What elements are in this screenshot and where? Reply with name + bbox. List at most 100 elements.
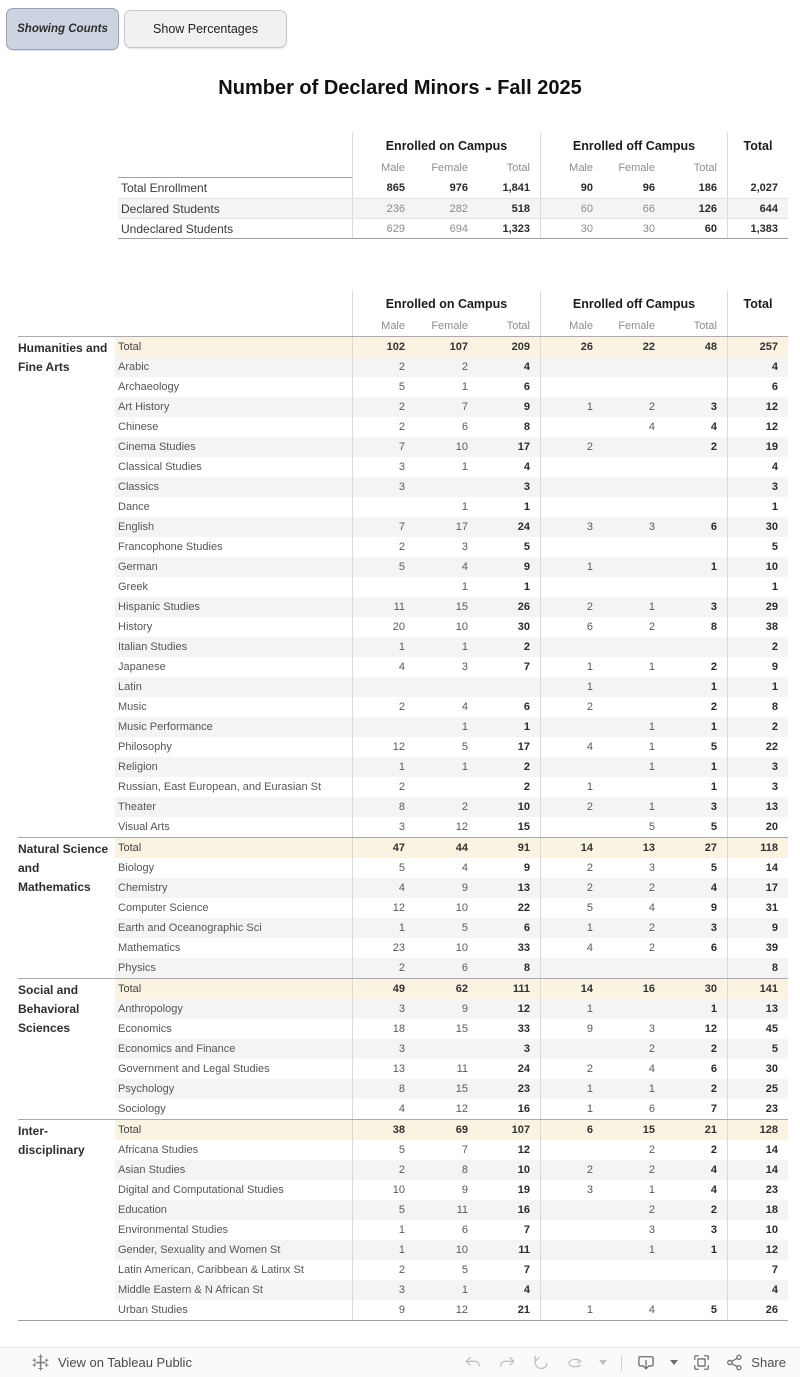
value-cell: 629 xyxy=(352,219,415,238)
value-cell: 2 xyxy=(727,717,788,737)
value-cell: 15 xyxy=(517,821,530,833)
download-icon[interactable] xyxy=(636,1353,656,1373)
value-cell xyxy=(540,497,603,517)
value-cell: 107 xyxy=(511,1124,530,1136)
value-cell: 2 xyxy=(352,397,415,417)
value-cell: 17 xyxy=(455,521,468,533)
minor-name: Cinema Studies xyxy=(118,441,196,453)
value-cell: 257 xyxy=(727,337,788,357)
column-group-header: Enrolled on Campus xyxy=(352,133,540,158)
table-row: Russian, East European, and Eurasian St 2… xyxy=(115,777,788,797)
value-cell: 60 xyxy=(540,199,603,218)
value-cell xyxy=(603,637,665,657)
table-row: Gender, Sexuality and Women St 1 10 11 1 1 12 xyxy=(115,1240,788,1260)
value-cell: 1 xyxy=(540,918,603,938)
value-cell: 12 xyxy=(727,1240,788,1260)
value-cell: 3 xyxy=(352,817,415,837)
value-cell: 30 xyxy=(540,219,603,238)
table-row: Government and Legal Studies 13 11 24 2 4 6 30 xyxy=(115,1059,788,1079)
value-cell: 2 xyxy=(648,1164,655,1176)
table-row: Total 49 62 111 14 16 30 141 xyxy=(115,979,788,999)
value-cell xyxy=(540,457,603,477)
minor-name: Digital and Computational Studies xyxy=(118,1184,284,1196)
value-cell: 5 xyxy=(352,377,415,397)
sub-column-header: Total xyxy=(506,162,530,174)
minor-name: Sociology xyxy=(118,1103,166,1115)
value-cell: 3 xyxy=(523,481,530,493)
value-cell: 12 xyxy=(727,397,788,417)
refresh-icon[interactable] xyxy=(565,1353,585,1373)
value-cell: 23 xyxy=(727,1099,788,1119)
minor-name: Computer Science xyxy=(118,902,209,914)
minor-name: Philosophy xyxy=(118,741,172,753)
value-cell: 30 xyxy=(727,1059,788,1079)
minor-name: English xyxy=(118,521,155,533)
row-label: Declared Students xyxy=(121,201,220,216)
value-cell: 2 xyxy=(710,441,717,453)
value-cell: 1 xyxy=(540,1099,603,1119)
value-cell: 2 xyxy=(727,637,788,657)
tableau-logo-icon xyxy=(32,1354,49,1371)
table-row: Anthropology 3 9 12 1 1 13 xyxy=(115,999,788,1019)
value-cell xyxy=(540,1280,603,1300)
value-cell: 4 xyxy=(352,1099,415,1119)
value-cell: 3 xyxy=(352,1039,415,1059)
table-row: Arabic 2 2 4 4 xyxy=(115,357,788,377)
value-cell: 1 xyxy=(648,1083,655,1095)
value-cell: 3 xyxy=(352,457,415,477)
value-cell: 11 xyxy=(352,597,415,617)
value-cell: 4 xyxy=(727,1280,788,1300)
value-cell: 4 xyxy=(648,1063,655,1075)
table-row: Visual Arts 3 12 15 5 5 20 xyxy=(115,817,788,837)
share-button[interactable]: Share xyxy=(725,1353,786,1372)
value-cell xyxy=(665,497,727,517)
value-cell: 8 xyxy=(523,962,530,974)
sub-column-header xyxy=(727,158,788,178)
table-row: Art History 2 7 9 1 2 3 12 xyxy=(115,397,788,417)
value-cell: 20 xyxy=(727,817,788,837)
value-cell: 1 xyxy=(710,1244,717,1256)
view-on-tableau-public-link[interactable]: View on Tableau Public xyxy=(0,1354,192,1371)
value-cell: 2 xyxy=(352,417,415,437)
value-cell: 2 xyxy=(710,1144,717,1156)
value-cell: 6 xyxy=(461,421,468,433)
show-percentages-button[interactable]: Show Percentages xyxy=(124,10,287,48)
fullscreen-icon[interactable] xyxy=(692,1353,711,1372)
download-dropdown-caret-icon[interactable] xyxy=(670,1360,679,1365)
value-cell: 11 xyxy=(518,1244,530,1256)
value-cell: 10 xyxy=(455,621,468,633)
value-cell: 5 xyxy=(710,741,717,753)
table-row: Cinema Studies 7 10 17 2 2 19 xyxy=(115,437,788,457)
value-cell: 1 xyxy=(648,601,655,613)
value-cell: 1 xyxy=(648,1244,655,1256)
refresh-dropdown-caret-icon[interactable] xyxy=(599,1360,608,1365)
view-on-tableau-public-label: View on Tableau Public xyxy=(58,1355,192,1370)
value-cell: 6 xyxy=(540,1120,603,1140)
value-cell: 12 xyxy=(455,821,468,833)
undo-icon[interactable] xyxy=(463,1353,483,1373)
value-cell: 128 xyxy=(727,1120,788,1140)
minor-name: Environmental Studies xyxy=(118,1224,229,1236)
minor-name: Total xyxy=(118,1124,142,1136)
value-cell: 6 xyxy=(461,1224,468,1236)
value-cell: 4 xyxy=(648,1304,655,1316)
value-cell: 3 xyxy=(710,1224,717,1236)
value-cell: 12 xyxy=(517,1003,530,1015)
value-cell: 9 xyxy=(710,902,717,914)
value-cell: 1 xyxy=(540,1079,603,1099)
value-cell: 13 xyxy=(727,797,788,817)
value-cell: 2 xyxy=(540,1059,603,1079)
revert-icon[interactable] xyxy=(531,1353,551,1373)
value-cell: 1 xyxy=(540,657,603,677)
showing-counts-button[interactable]: Showing Counts xyxy=(6,8,119,50)
value-cell: 2 xyxy=(540,858,603,878)
minor-name: Education xyxy=(118,1204,167,1216)
value-cell: 5 xyxy=(352,1200,415,1220)
minor-name: History xyxy=(118,621,153,633)
value-cell: 6 xyxy=(710,1063,717,1075)
value-cell: 694 xyxy=(449,222,468,235)
redo-icon[interactable] xyxy=(497,1353,517,1373)
value-cell: 1 xyxy=(523,721,530,733)
value-cell: 10 xyxy=(455,902,468,914)
